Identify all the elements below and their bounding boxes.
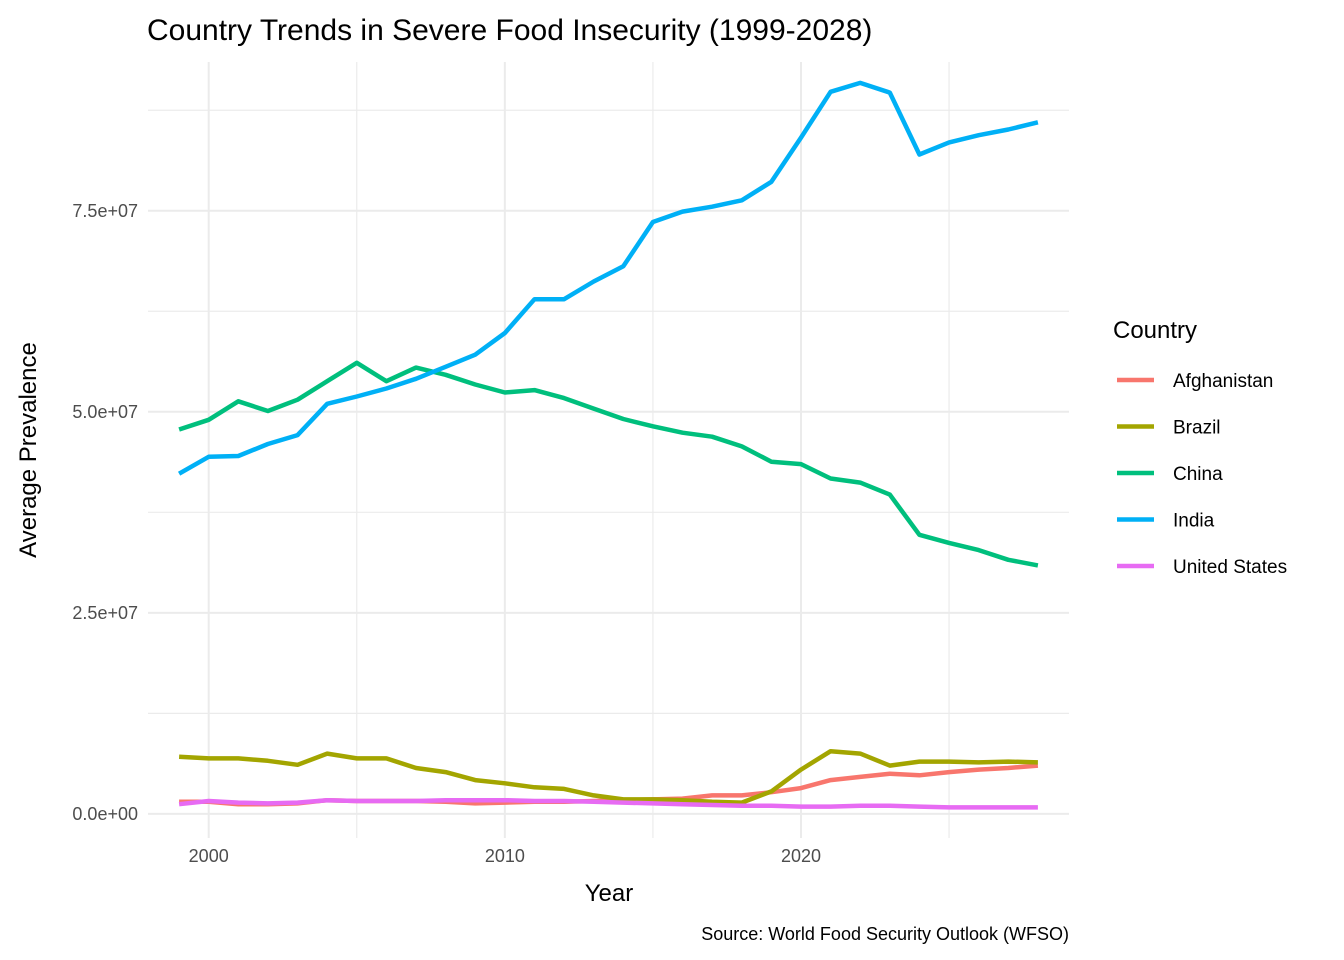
legend-label-afghanistan: Afghanistan (1173, 371, 1273, 392)
legend-label-united-states: United States (1173, 557, 1287, 578)
x-axis-tick-labels: 2000 2010 2020 (189, 846, 821, 866)
x-tick-label: 2020 (781, 846, 821, 866)
x-tick-label: 2010 (485, 846, 525, 866)
y-tick-label: 5.0e+07 (72, 402, 138, 422)
y-axis-title: Average Prevalence (15, 342, 42, 558)
legend: Country Afghanistan Brazil China India Unite… (1113, 317, 1287, 578)
y-axis-tick-labels: 0.0e+00 2.5e+07 5.0e+07 7.5e+07 (72, 201, 138, 824)
legend-item-united-states: United States (1117, 557, 1287, 578)
series-line-china (178, 360, 1039, 568)
legend-item-india: India (1117, 511, 1215, 532)
chart-title: Country Trends in Severe Food Insecurity… (147, 14, 872, 47)
minor-gridlines (148, 62, 1069, 838)
legend-item-afghanistan: Afghanistan (1117, 371, 1273, 392)
legend-label-china: China (1173, 464, 1223, 485)
legend-items: Afghanistan Brazil China India United States (1117, 371, 1287, 578)
x-axis-title: Year (585, 880, 634, 907)
series-lines (177, 80, 1039, 810)
x-tick-label: 2000 (189, 846, 229, 866)
series-line-united-states (178, 797, 1038, 810)
legend-title: Country (1113, 317, 1197, 344)
chart-caption: Source: World Food Security Outlook (WFS… (701, 924, 1069, 944)
y-tick-label: 7.5e+07 (72, 201, 138, 221)
y-tick-label: 2.5e+07 (72, 603, 138, 623)
legend-item-china: China (1117, 464, 1223, 485)
series-line-india (177, 80, 1039, 476)
major-gridlines (148, 62, 1069, 838)
legend-label-brazil: Brazil (1173, 418, 1221, 439)
y-tick-label: 0.0e+00 (72, 804, 138, 824)
series-line-brazil (178, 748, 1038, 805)
legend-item-brazil: Brazil (1117, 418, 1221, 439)
legend-label-india: India (1173, 511, 1215, 532)
